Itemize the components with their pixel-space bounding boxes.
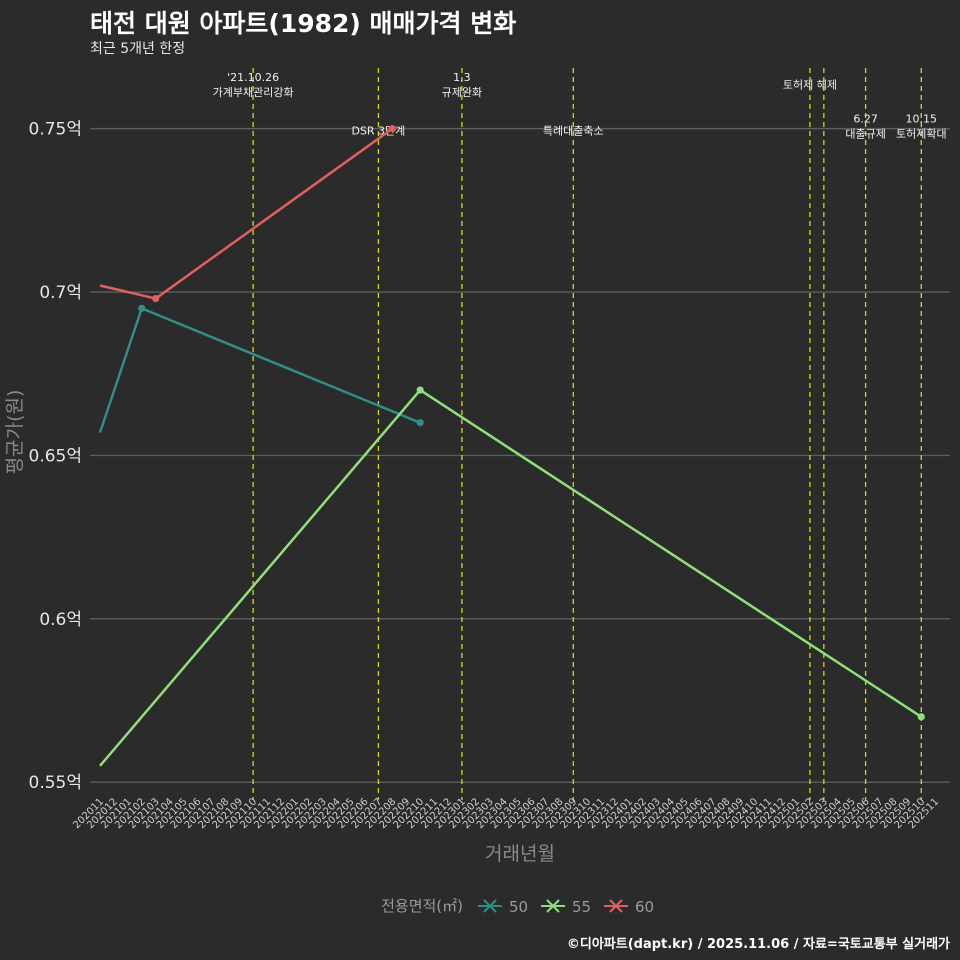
y-tick-label: 0.55억 (29, 773, 83, 793)
y-axis-ticks: 0.55억 0.6억 0.65억 0.7억 0.75억 (29, 120, 83, 794)
legend: 전용면적(㎡) 50 55 60 (381, 897, 654, 916)
event-label: DSR 3단계 (351, 125, 405, 138)
x-axis-label: 거래년월 (485, 843, 555, 865)
data-point (388, 125, 396, 133)
legend-cross-icon (546, 899, 560, 913)
event-label: 6.27 (853, 113, 878, 126)
chart-subtitle: 최근 5개년 한정 (90, 41, 186, 57)
y-tick-label: 0.65억 (29, 446, 83, 466)
data-point (138, 304, 146, 312)
legend-cross-icon (483, 899, 497, 913)
event-label: 대출규제 (845, 128, 885, 141)
data-point (917, 713, 925, 721)
y-gridlines (90, 127, 950, 783)
event-label: 토허제확대 (896, 128, 947, 141)
x-axis-ticks: 2020112020122021012021022021032021042021… (71, 796, 941, 831)
event-label: 특례대출축소 (543, 125, 604, 138)
legend-label: 60 (635, 898, 654, 916)
event-label: 10.15 (906, 113, 938, 126)
y-axis-label: 평균가(원) (4, 390, 26, 475)
chart-caption: ©디아파트(dapt.kr) / 2025.11.06 / 자료=국토교통부 실… (566, 937, 950, 952)
y-tick-label: 0.75억 (29, 120, 83, 140)
y-tick-label: 0.7억 (39, 283, 82, 303)
legend-title: 전용면적(㎡) (381, 897, 463, 915)
legend-item-55: 55 (541, 898, 591, 916)
series-line-50 (98, 307, 421, 433)
event-label: 가계부채관리강화 (213, 86, 294, 99)
event-label: 규제완화 (442, 86, 482, 99)
chart-title: 태전 대원 아파트(1982) 매매가격 변화 (90, 9, 517, 38)
series-line-55 (99, 388, 922, 767)
event-label: 토허제 해제 (783, 77, 837, 91)
data-point (152, 294, 160, 303)
event-label: 1.3 (453, 71, 471, 84)
legend-label: 55 (572, 898, 591, 916)
y-tick-label: 0.6억 (39, 610, 82, 630)
data-point (416, 386, 424, 394)
legend-label: 50 (509, 898, 528, 916)
legend-item-50: 50 (478, 898, 528, 916)
legend-item-60: 60 (604, 898, 654, 916)
data-point (416, 419, 424, 427)
price-series (98, 125, 925, 767)
series-line-60 (99, 127, 394, 300)
legend-cross-icon (609, 899, 623, 913)
event-label: '21.10.26 (227, 71, 279, 84)
